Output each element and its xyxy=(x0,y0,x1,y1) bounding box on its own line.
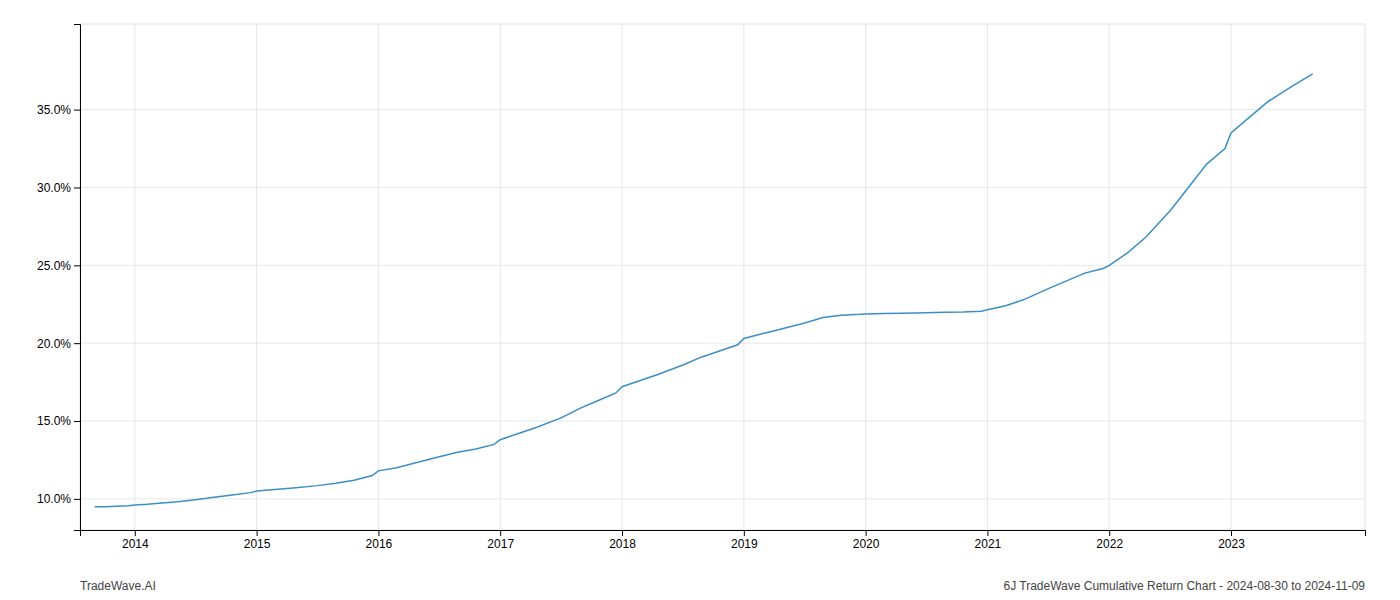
x-tick: 2018 xyxy=(609,530,636,551)
x-tick: 2019 xyxy=(731,530,758,551)
line xyxy=(95,74,1313,507)
grid-line xyxy=(80,109,1365,110)
grid-line xyxy=(80,265,1365,266)
grid-line xyxy=(80,187,1365,188)
y-tick: 20.0% xyxy=(37,337,80,351)
y-axis: 10.0% 15.0% 20.0% 25.0% 30.0% 35.0% xyxy=(37,25,81,531)
y-tick-label: 30.0% xyxy=(37,181,71,195)
x-axis-line xyxy=(81,531,1366,537)
y-tick-mark xyxy=(74,187,80,188)
y-tick-mark xyxy=(74,343,80,344)
x-tick-mark xyxy=(622,530,623,536)
plot: 2014 2015 2016 2017 2018 2019 2020 2021 2022 2023… xyxy=(37,24,1366,551)
x-tick: 2015 xyxy=(244,530,271,551)
x-tick-mark xyxy=(1231,530,1232,536)
grid-line xyxy=(865,24,866,530)
y-tick-label: 15.0% xyxy=(37,414,71,428)
x-tick-mark xyxy=(257,530,258,536)
y-tick-mark xyxy=(74,499,80,500)
x-tick: 2017 xyxy=(487,530,514,551)
y-tick: 10.0% xyxy=(37,492,80,506)
x-tick-label: 2022 xyxy=(1096,537,1123,551)
y-tick-label: 10.0% xyxy=(37,492,71,506)
x-tick-mark xyxy=(987,530,988,536)
y-tick-label: 25.0% xyxy=(37,259,71,273)
x-tick-mark xyxy=(135,530,136,536)
x-tick-label: 2016 xyxy=(366,537,393,551)
y-tick: 35.0% xyxy=(37,103,80,117)
x-tick-mark xyxy=(866,530,867,536)
y-tick-label: 35.0% xyxy=(37,103,71,117)
x-tick-mark xyxy=(378,530,379,536)
x-tick: 2020 xyxy=(853,530,880,551)
grid-line xyxy=(378,24,379,530)
y-tick-mark xyxy=(74,421,80,422)
x-tick-label: 2020 xyxy=(853,537,880,551)
y-tick-mark xyxy=(74,265,80,266)
x-tick-mark xyxy=(1109,530,1110,536)
x-tick-label: 2014 xyxy=(122,537,149,551)
grid-line xyxy=(500,24,501,530)
x-axis: 2014 2015 2016 2017 2018 2019 2020 2021 2022 2023 xyxy=(81,530,1366,551)
footer-left: TradeWave.AI xyxy=(80,579,156,593)
y-tick: 30.0% xyxy=(37,181,80,195)
grid-line xyxy=(1109,24,1110,530)
grid-line xyxy=(987,24,988,530)
x-tick-label: 2019 xyxy=(731,537,758,551)
y-axis-line xyxy=(74,25,81,531)
x-tick-label: 2021 xyxy=(975,537,1002,551)
grid-line xyxy=(743,24,744,530)
grid-line xyxy=(134,24,135,530)
x-tick-label: 2023 xyxy=(1218,537,1245,551)
grid-line xyxy=(1231,24,1232,530)
x-tick: 2016 xyxy=(366,530,393,551)
x-tick: 2022 xyxy=(1096,530,1123,551)
plot-frame xyxy=(80,24,1365,530)
grid-line xyxy=(80,343,1365,344)
y-tick: 25.0% xyxy=(37,259,80,273)
x-tick: 2021 xyxy=(975,530,1002,551)
y-tick-mark xyxy=(74,110,80,111)
x-tick-mark xyxy=(500,530,501,536)
grid-line xyxy=(80,421,1365,422)
chart: 2014 2015 2016 2017 2018 2019 2020 2021 2022 2023… xyxy=(0,0,1400,600)
footer-right: 6J TradeWave Cumulative Return Chart - 2… xyxy=(1003,579,1365,593)
grid-line xyxy=(622,24,623,530)
grid xyxy=(80,24,1365,530)
y-tick-label: 20.0% xyxy=(37,337,71,351)
x-tick-label: 2018 xyxy=(609,537,636,551)
x-tick-label: 2015 xyxy=(244,537,271,551)
grid-line xyxy=(256,24,257,530)
x-tick: 2023 xyxy=(1218,530,1245,551)
x-tick-label: 2017 xyxy=(487,537,514,551)
x-tick: 2014 xyxy=(122,530,149,551)
marks xyxy=(95,74,1313,507)
x-tick-mark xyxy=(744,530,745,536)
grid-line xyxy=(80,498,1365,499)
y-tick: 15.0% xyxy=(37,414,80,428)
